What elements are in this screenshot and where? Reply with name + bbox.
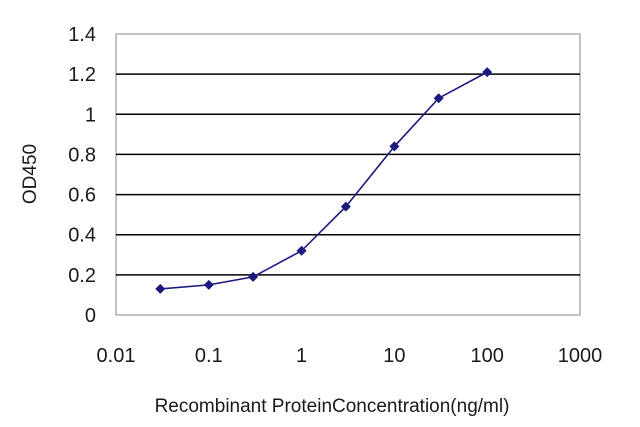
- y-tick-label: 1: [85, 104, 96, 126]
- x-tick-label: 100: [471, 345, 504, 367]
- x-tick-label: 0.1: [195, 345, 223, 367]
- gridlines: [116, 73, 580, 276]
- data-point-marker: [433, 93, 444, 104]
- data-point-marker: [296, 245, 307, 256]
- data-point-marker: [389, 141, 400, 152]
- series-layer: [155, 67, 493, 294]
- plot-area: [115, 33, 581, 316]
- x-axis-label: Recombinant ProteinConcentration(ng/ml): [155, 396, 510, 417]
- y-tick-label: 0.8: [68, 144, 96, 166]
- y-tick-labels: 0 0.2 0.4 0.6 0.8 1 1.2 1.4: [68, 24, 96, 327]
- data-point-marker: [482, 67, 493, 78]
- x-tick-label: 10: [383, 345, 405, 367]
- y-tick-label: 0.4: [68, 225, 96, 247]
- x-tick-label: 1000: [558, 345, 603, 367]
- data-point-marker: [340, 201, 351, 212]
- data-point-marker: [248, 271, 259, 282]
- y-axis-label: OD450: [20, 144, 41, 204]
- data-point-marker: [155, 283, 166, 294]
- x-tick-label: 0.01: [97, 345, 136, 367]
- y-tick-label: 0.2: [68, 265, 96, 287]
- data-point-marker: [203, 279, 214, 290]
- y-tick-label: 1.2: [68, 64, 96, 86]
- x-tick-label: 1: [296, 345, 307, 367]
- x-tick-labels: 0.01 0.1 1 10 100 1000: [97, 345, 603, 367]
- series-line: [160, 71, 488, 290]
- y-tick-label: 0: [85, 305, 96, 327]
- y-tick-label: 1.4: [68, 24, 96, 46]
- y-tick-label: 0.6: [68, 185, 96, 207]
